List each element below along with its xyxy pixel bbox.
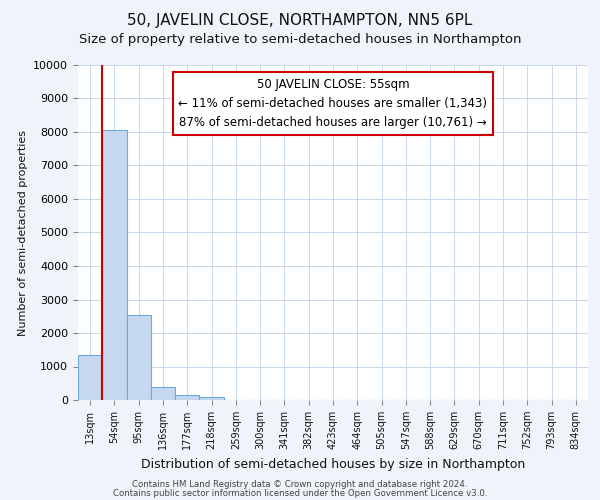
X-axis label: Distribution of semi-detached houses by size in Northampton: Distribution of semi-detached houses by … — [141, 458, 525, 470]
Bar — [151, 387, 175, 400]
Y-axis label: Number of semi-detached properties: Number of semi-detached properties — [18, 130, 28, 336]
Text: Contains public sector information licensed under the Open Government Licence v3: Contains public sector information licen… — [113, 488, 487, 498]
Bar — [78, 355, 102, 400]
Text: 50 JAVELIN CLOSE: 55sqm
← 11% of semi-detached houses are smaller (1,343)
87% of: 50 JAVELIN CLOSE: 55sqm ← 11% of semi-de… — [179, 78, 487, 130]
Bar — [175, 395, 199, 400]
Bar — [102, 130, 127, 400]
Bar — [199, 398, 224, 400]
Text: Size of property relative to semi-detached houses in Northampton: Size of property relative to semi-detach… — [79, 32, 521, 46]
Bar — [127, 315, 151, 400]
Text: Contains HM Land Registry data © Crown copyright and database right 2024.: Contains HM Land Registry data © Crown c… — [132, 480, 468, 489]
Text: 50, JAVELIN CLOSE, NORTHAMPTON, NN5 6PL: 50, JAVELIN CLOSE, NORTHAMPTON, NN5 6PL — [127, 12, 473, 28]
